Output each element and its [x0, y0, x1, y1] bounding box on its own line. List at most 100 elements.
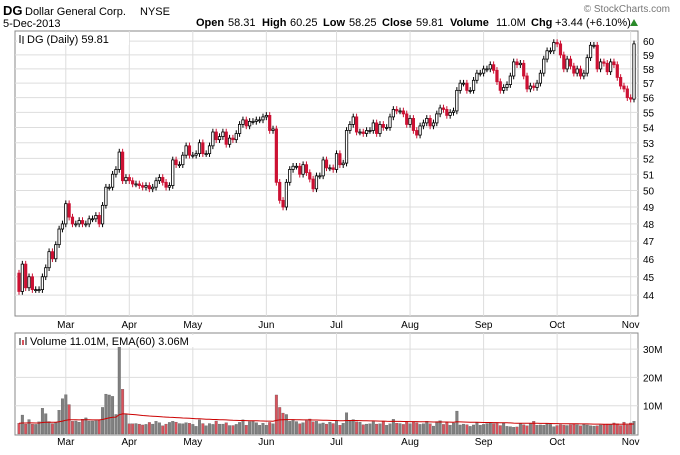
candle: [207, 142, 212, 157]
volume-bar: [315, 421, 318, 435]
volume-bar: [492, 423, 496, 435]
volume-bar: [438, 420, 442, 435]
volume-bar: [592, 425, 596, 435]
volume-bar: [512, 427, 516, 435]
candle-body: [415, 130, 419, 136]
volume-bar: [348, 420, 352, 435]
price-tick-label: 54: [643, 123, 655, 134]
candle: [224, 128, 228, 148]
volume-bar: [184, 422, 188, 435]
candle-body: [348, 124, 352, 131]
exchange: NYSE: [140, 6, 170, 18]
candle: [77, 217, 81, 228]
candle-body: [445, 109, 449, 116]
candle-body: [548, 50, 553, 53]
volume-bar: [30, 423, 34, 435]
candle: [17, 269, 21, 295]
volume-bar: [582, 423, 586, 435]
volume-bar: [87, 420, 91, 435]
candle: [227, 134, 232, 148]
candle: [50, 248, 55, 263]
candle-body: [385, 127, 389, 129]
candle: [508, 72, 512, 88]
volume-bar: [27, 419, 31, 435]
volume-bar: [532, 421, 536, 435]
volume-bar: [104, 393, 108, 435]
low-label: Low: [323, 17, 345, 29]
candle-body: [358, 131, 362, 134]
candle-body: [525, 75, 529, 90]
volume-bar: [589, 425, 592, 435]
price-tick-label: 48: [643, 220, 655, 231]
candle-body: [251, 120, 255, 123]
month-label: Jun: [258, 437, 274, 448]
candle-body: [428, 117, 432, 127]
candle-body: [191, 154, 195, 157]
candle-body: [502, 87, 506, 91]
volume-bar: [134, 423, 138, 435]
stockcharts-logo: © StockCharts.com: [584, 4, 670, 15]
volume-bar: [211, 424, 215, 435]
candle: [80, 217, 85, 228]
candle: [481, 65, 486, 77]
volume-bar: [632, 421, 636, 435]
candle: [351, 113, 355, 128]
candle: [632, 40, 636, 103]
volume-bar: [442, 424, 445, 435]
candle: [34, 286, 38, 293]
candle: [582, 69, 586, 80]
candle: [408, 115, 412, 128]
candle: [114, 166, 118, 178]
volume-bar: [605, 423, 609, 435]
candle: [515, 58, 519, 68]
candle-body: [127, 177, 131, 182]
candle-body: [395, 109, 399, 112]
up-arrow-icon: [630, 19, 638, 26]
candle: [137, 180, 141, 189]
candle-body: [221, 131, 225, 137]
volume-bar: [385, 425, 389, 435]
volume-bar: [398, 423, 402, 435]
candle: [545, 47, 549, 63]
candle-body: [461, 82, 466, 85]
volume-bar: [37, 421, 41, 435]
volume-bar: [84, 417, 88, 435]
volume-bar: [328, 421, 332, 435]
candle-body: [254, 119, 258, 122]
candle: [391, 106, 395, 121]
candle: [177, 161, 182, 168]
candle-body: [448, 112, 452, 116]
candle-body: [181, 154, 185, 166]
candle-body: [451, 110, 456, 113]
volume-bar: [261, 423, 265, 435]
price-y-axis: 44 45 46 47 48 49 50 51 52 53 54 55 56 57 58 59 60: [643, 37, 655, 302]
candle-legend-icon: [19, 35, 24, 44]
candle-body: [144, 185, 148, 188]
candle-body: [378, 124, 382, 134]
candle: [318, 172, 322, 180]
price-tick-label: 52: [643, 154, 655, 165]
price-tick-label: 53: [643, 139, 655, 150]
candle: [291, 162, 295, 173]
chg-value: +3.44 (+6.10%): [555, 17, 631, 29]
volume-bar: [562, 425, 566, 435]
month-label: Aug: [401, 437, 419, 448]
volume-bar: [435, 421, 439, 435]
candle-body: [458, 82, 462, 91]
candle-body: [585, 57, 589, 74]
volume-bar: [535, 425, 539, 435]
volume-bar: [552, 426, 556, 435]
candle: [30, 273, 34, 293]
candle: [475, 69, 479, 84]
volume-tick-label: 30M: [643, 345, 662, 356]
candle-body: [555, 42, 559, 45]
candle-body: [528, 85, 532, 90]
price-panel: [14, 30, 639, 317]
volume-tick-label: 10M: [643, 402, 662, 413]
candle: [197, 139, 202, 157]
candle: [341, 159, 345, 168]
volume-bar: [408, 423, 412, 435]
volume-bar: [462, 423, 465, 435]
volume-bar: [311, 421, 315, 435]
volume-bar: [81, 419, 84, 435]
